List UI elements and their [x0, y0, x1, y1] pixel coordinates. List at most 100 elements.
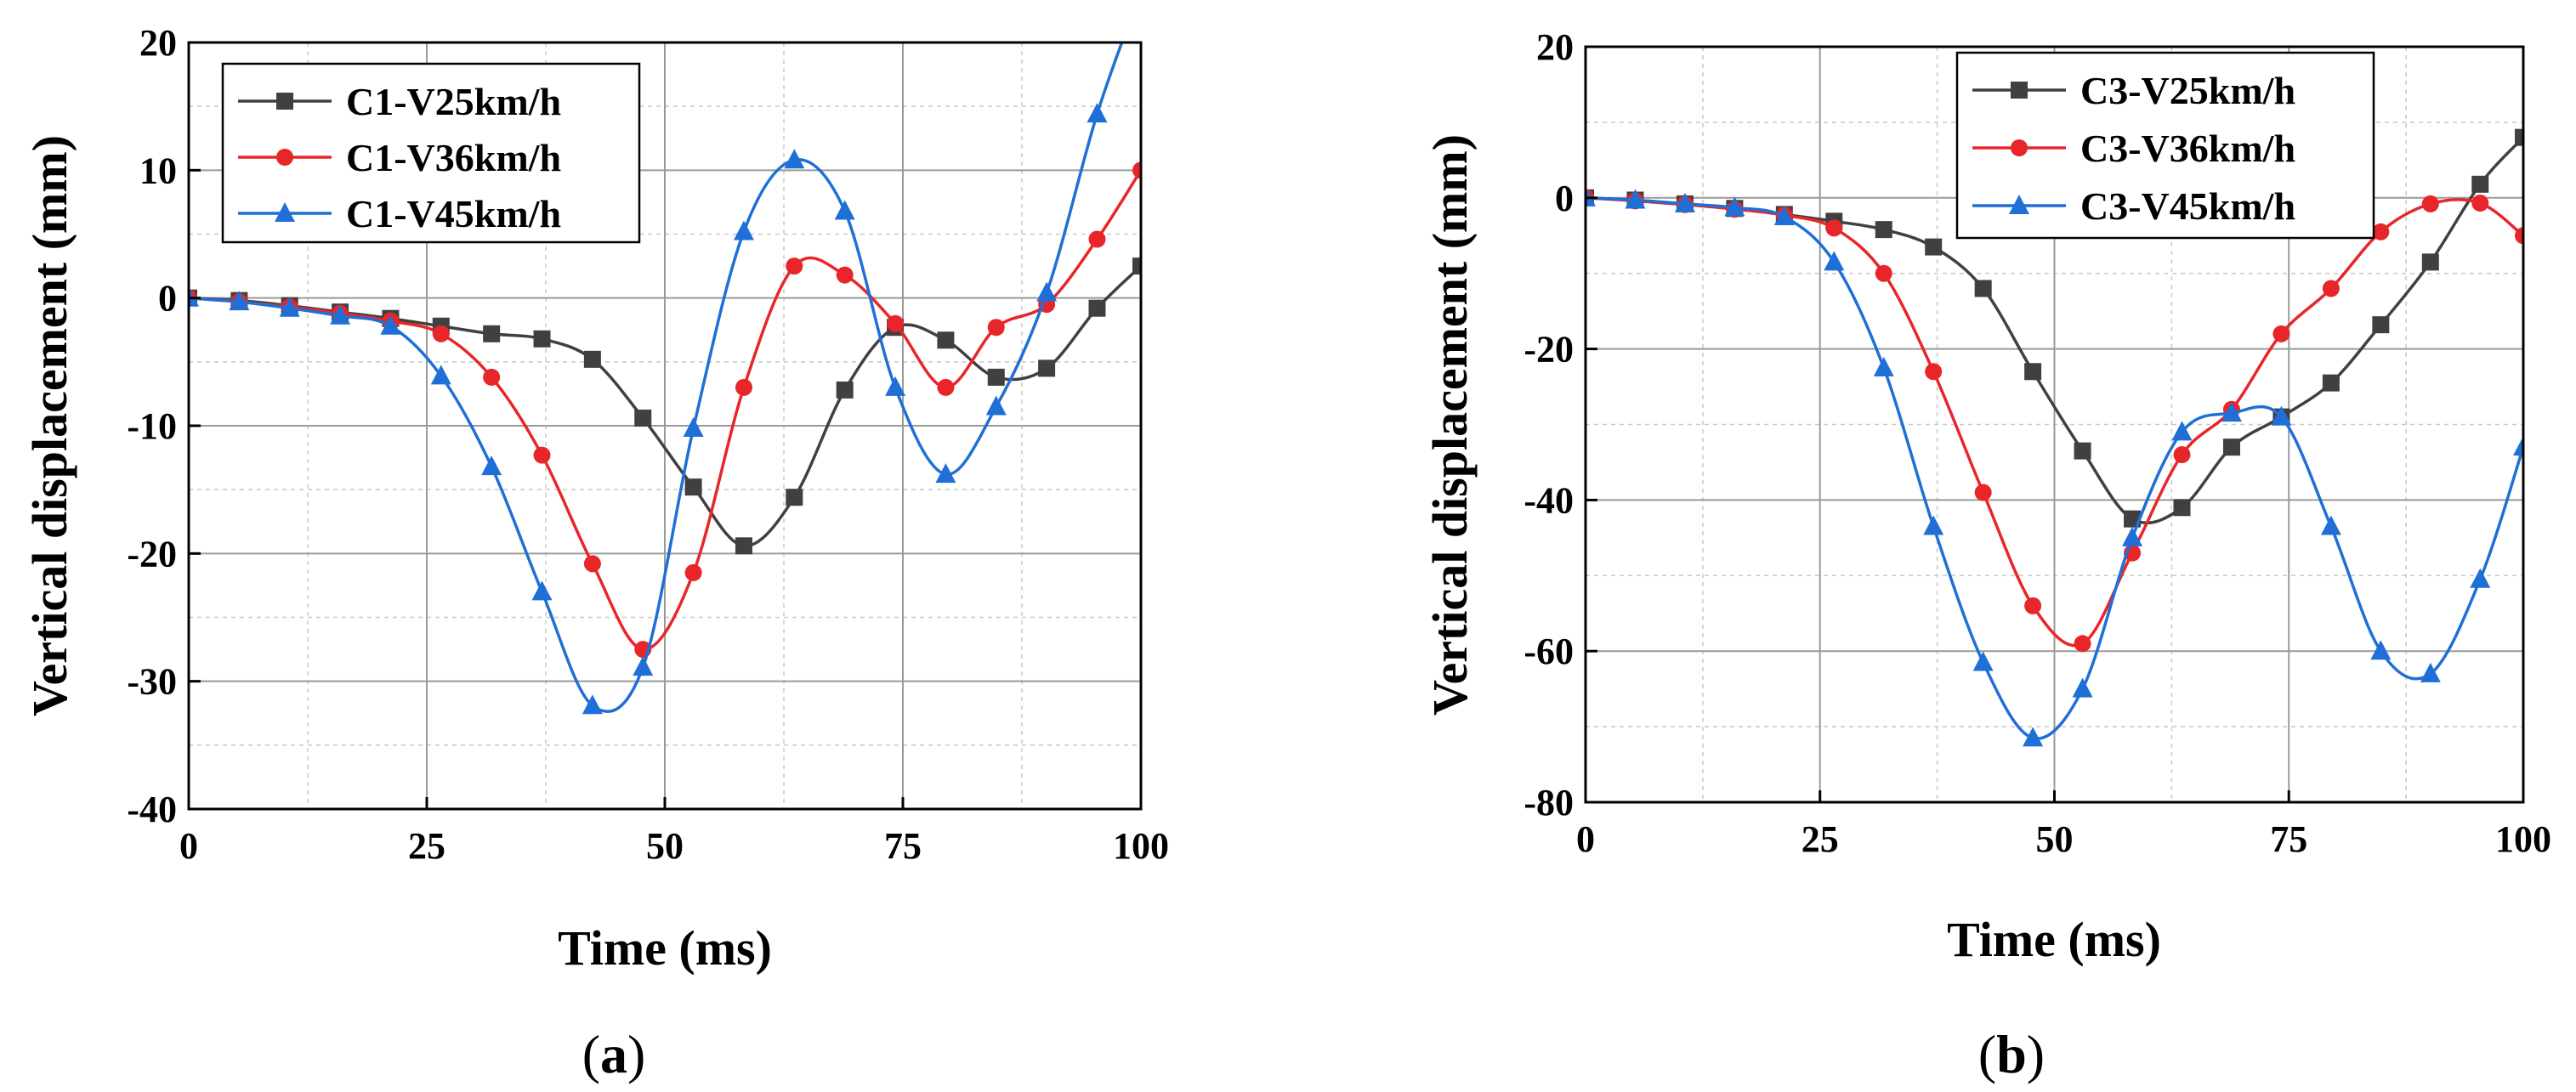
- legend-label: C1-V36km/h: [346, 136, 561, 179]
- panel-a-legend-entries: C1-V25km/h C1-V36km/h C1-V45km/h: [238, 80, 561, 235]
- data-point-C1-V36km/h: [1088, 230, 1106, 248]
- data-point-C3-V45km/h: [2023, 727, 2044, 747]
- data-point-C3-V25km/h: [1925, 238, 1943, 256]
- data-point-C1-V45km/h: [531, 580, 553, 601]
- legend-marker: [276, 93, 293, 110]
- y-tick-label: 0: [1555, 178, 1574, 219]
- data-point-C1-V45km/h: [885, 376, 906, 396]
- panel-b: 0 25 50 75 100 -80 -60 -40 -20 0 20 Time (ms) Vert…: [1422, 26, 2551, 1084]
- y-tick-label: -30: [127, 661, 177, 703]
- data-point-C1-V45km/h: [1036, 281, 1058, 302]
- data-point-C1-V25km/h: [483, 325, 501, 342]
- data-point-C3-V36km/h: [2272, 325, 2290, 342]
- data-point-C1-V36km/h: [987, 319, 1005, 337]
- panel-b-x-axis-label: Time (ms): [1947, 912, 2161, 967]
- legend-label: C3-V25km/h: [2080, 69, 2295, 112]
- data-point-C3-V45km/h: [1773, 206, 1795, 226]
- data-point-C1-V45km/h: [784, 149, 805, 169]
- data-point-C3-V36km/h: [2024, 597, 2042, 614]
- panel-a-caption-letter: a: [600, 1024, 627, 1084]
- data-point-C1-V45km/h: [633, 656, 654, 676]
- x-tick-label: 0: [1576, 818, 1595, 860]
- data-point-C3-V45km/h: [2513, 436, 2523, 456]
- series-line-C1-V45km/h: [189, 42, 1124, 713]
- data-point-C3-V25km/h: [1974, 280, 1992, 297]
- legend-marker: [2009, 195, 2029, 214]
- legend-marker: [2011, 139, 2028, 156]
- panel-b-legend: C3-V25km/h C3-V36km/h C3-V45km/h: [1955, 51, 2375, 240]
- data-point-C3-V25km/h: [2322, 374, 2340, 392]
- data-point-C3-V45km/h: [1923, 515, 1944, 535]
- data-point-C3-V36km/h: [2421, 195, 2439, 212]
- data-point-C3-V45km/h: [1824, 251, 1845, 271]
- data-point-C3-V36km/h: [2173, 446, 2191, 464]
- data-point-C3-V45km/h: [2171, 421, 2193, 441]
- x-tick-label: 50: [646, 825, 684, 867]
- data-point-C1-V25km/h: [684, 478, 702, 496]
- data-point-C1-V36km/h: [483, 368, 501, 386]
- data-point-C1-V25km/h: [533, 330, 551, 348]
- panel-b-ticks: 0 25 50 75 100 -80 -60 -40 -20 0 20: [1523, 26, 2551, 860]
- y-tick-label: -40: [127, 789, 177, 830]
- data-point-C3-V45km/h: [2122, 526, 2143, 546]
- data-point-C3-V25km/h: [2074, 442, 2091, 460]
- data-point-C1-V45km/h: [380, 314, 401, 335]
- data-point-C1-V25km/h: [583, 350, 601, 368]
- data-point-C3-V25km/h: [1875, 221, 1892, 239]
- data-point-C1-V45km/h: [430, 365, 451, 385]
- data-point-C3-V36km/h: [1825, 219, 1843, 237]
- data-point-C1-V25km/h: [786, 489, 803, 506]
- data-point-C1-V45km/h: [1087, 103, 1108, 123]
- panel-a-ticks: 0 25 50 75 100 -40 -30 -20 -10 0 10 20: [127, 22, 1169, 867]
- data-point-C3-V45km/h: [1724, 196, 1745, 217]
- x-tick-label: 25: [408, 825, 445, 867]
- legend-label: C3-V45km/h: [2080, 184, 2295, 228]
- data-point-C3-V25km/h: [2222, 438, 2240, 456]
- data-point-C3-V36km/h: [1974, 484, 1992, 501]
- data-point-C1-V36km/h: [735, 378, 752, 396]
- panel-b-legend-entries: C3-V25km/h C3-V36km/h C3-V45km/h: [1972, 69, 2295, 228]
- data-point-C1-V45km/h: [683, 417, 704, 438]
- data-point-C3-V45km/h: [2271, 405, 2292, 426]
- data-point-C3-V45km/h: [2320, 515, 2341, 535]
- data-point-C1-V36km/h: [836, 266, 854, 284]
- data-point-C3-V36km/h: [2471, 195, 2489, 212]
- x-tick-label: 100: [1113, 825, 1169, 867]
- x-tick-label: 75: [884, 825, 922, 867]
- data-point-C1-V25km/h: [634, 409, 652, 427]
- data-point-C3-V45km/h: [1625, 189, 1646, 209]
- panel-a-x-axis-label: Time (ms): [558, 920, 772, 976]
- panel-a-series-clip: [189, 42, 1141, 715]
- data-point-C3-V45km/h: [2221, 402, 2242, 422]
- legend-marker: [276, 149, 293, 166]
- y-tick-label: -80: [1523, 782, 1574, 823]
- panel-a-series: [189, 42, 1141, 715]
- data-point-C3-V45km/h: [2470, 568, 2491, 588]
- data-point-C3-V36km/h: [2372, 223, 2390, 240]
- data-point-C3-V25km/h: [2372, 316, 2390, 334]
- legend-label: C1-V45km/h: [346, 192, 561, 235]
- data-point-C3-V36km/h: [1875, 264, 1892, 282]
- data-point-C1-V25km/h: [1132, 257, 1141, 275]
- data-point-C1-V25km/h: [1088, 299, 1106, 317]
- x-tick-label: 0: [179, 825, 198, 867]
- data-point-C1-V36km/h: [937, 378, 955, 396]
- data-point-C1-V25km/h: [937, 331, 955, 349]
- y-tick-label: -10: [127, 405, 177, 447]
- data-point-C1-V36km/h: [432, 325, 450, 342]
- data-point-C1-V36km/h: [684, 563, 702, 581]
- data-point-C1-V45km/h: [330, 304, 351, 325]
- data-point-C3-V25km/h: [2471, 175, 2489, 193]
- data-point-C3-V36km/h: [2322, 280, 2340, 297]
- data-point-C3-V25km/h: [2421, 253, 2439, 271]
- legend-marker: [275, 202, 295, 222]
- data-point-C3-V36km/h: [2515, 227, 2523, 245]
- data-point-C1-V45km/h: [481, 455, 502, 476]
- data-point-C1-V25km/h: [836, 381, 854, 399]
- panel-a-caption: (a): [582, 1024, 646, 1084]
- data-point-C3-V45km/h: [2370, 640, 2392, 660]
- legend-marker: [2011, 82, 2028, 99]
- data-point-C1-V45km/h: [935, 463, 956, 484]
- legend-label: C3-V36km/h: [2080, 127, 2295, 170]
- data-point-C3-V45km/h: [2420, 662, 2441, 682]
